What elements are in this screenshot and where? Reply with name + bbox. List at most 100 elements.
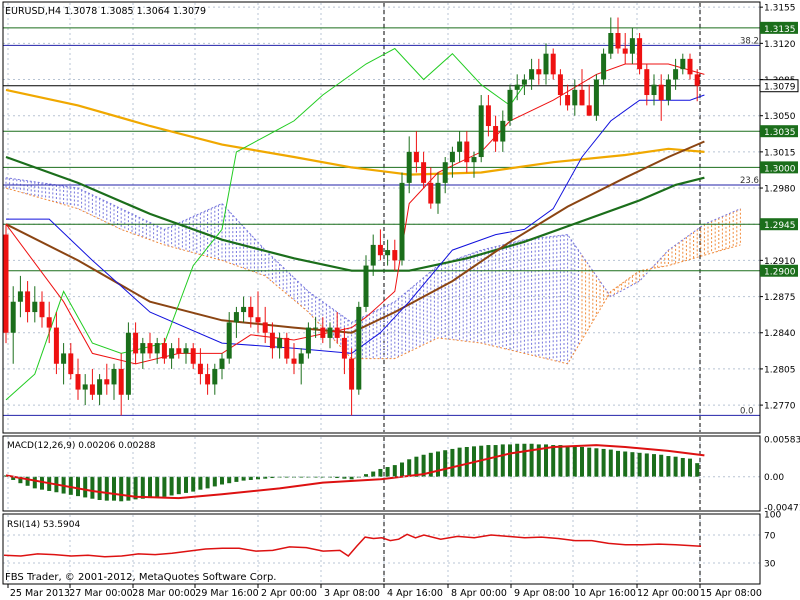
candle [500, 110, 506, 152]
macd-bar [371, 471, 376, 477]
candle [449, 146, 455, 178]
candle-body [507, 89, 513, 121]
candle [385, 239, 391, 266]
macd-bar [608, 449, 613, 477]
macd-bar [11, 476, 16, 480]
macd-bar [392, 465, 397, 477]
price-axis-label: 1.2770 [764, 402, 796, 412]
candle [413, 131, 419, 173]
candle-body [89, 384, 95, 395]
candle-body [593, 79, 599, 116]
candle [622, 33, 628, 65]
macd-bar [104, 476, 109, 501]
macd-bar [450, 448, 455, 477]
candle [147, 332, 153, 359]
macd-bar [205, 476, 210, 489]
macd-bar [680, 457, 685, 477]
macd-bar [364, 474, 368, 477]
candle [32, 286, 38, 323]
candle-body [133, 332, 139, 354]
macd-bar [486, 445, 491, 477]
candle [406, 136, 412, 194]
candle-body [457, 141, 463, 152]
candle [25, 281, 31, 323]
macd-bar [126, 476, 131, 501]
macd-bar [212, 476, 217, 487]
candle [68, 343, 74, 380]
candle-body [190, 348, 196, 364]
level-price-text: 1.3035 [764, 128, 796, 138]
candle-body [586, 105, 592, 116]
macd-bar [90, 476, 95, 499]
candle-body [125, 332, 131, 395]
price-axis-label: 1.2805 [764, 365, 796, 375]
candle-body [176, 348, 182, 354]
candle-body [406, 151, 412, 183]
candle [673, 58, 679, 90]
rsi-axis-label: 70 [764, 532, 776, 542]
price-levels: 38.2 23.6 0.0 [3, 27, 760, 416]
candle [507, 84, 513, 127]
macd-bar [457, 447, 462, 477]
candle [104, 363, 110, 395]
macd-bar [601, 448, 606, 477]
candle-body [601, 53, 607, 80]
candle-body [53, 327, 59, 364]
candle [284, 332, 290, 364]
candle [363, 255, 369, 313]
macd-bar [688, 458, 692, 477]
level-price-box [759, 79, 799, 93]
candle-body [500, 120, 506, 142]
candle [10, 286, 16, 364]
time-axis-label: 3 Apr 08:00 [324, 588, 380, 599]
macd-bar [673, 456, 678, 477]
candle-body [680, 58, 686, 70]
candle [399, 172, 405, 266]
candle [176, 337, 182, 359]
candle-body [449, 151, 455, 163]
candle-body [644, 69, 650, 96]
macd-bar [630, 452, 635, 477]
level-price-text: 1.3079 [764, 83, 796, 93]
candle [298, 348, 304, 385]
price-axis-label: 1.2980 [764, 185, 796, 195]
candle-body [673, 69, 679, 80]
macd-bar [119, 476, 124, 502]
candle [3, 224, 9, 344]
level-price-label: 1.3135 [760, 21, 798, 35]
candle-body [61, 353, 67, 364]
candle-body [154, 343, 160, 354]
macd-bar [335, 476, 340, 479]
level-price-box [760, 264, 798, 277]
macd-bar [436, 451, 440, 477]
indicator-lines [5, 47, 705, 401]
macd-bar [558, 445, 563, 477]
candle-body [464, 141, 470, 163]
candle [349, 348, 355, 416]
candle [140, 337, 146, 369]
candle [514, 74, 520, 101]
candle [485, 95, 491, 137]
candle [356, 301, 362, 395]
macd-bar [320, 476, 325, 478]
candle-body [622, 48, 628, 54]
candle [694, 69, 700, 102]
macd-bar [263, 476, 268, 479]
macd-bar [155, 476, 160, 498]
candle-body [3, 234, 9, 333]
fibo-level-label: 0.0 [740, 406, 754, 416]
macd-bar [40, 476, 44, 490]
macd-bar [644, 453, 649, 477]
macd-bar [184, 476, 188, 493]
macd-bar [443, 450, 448, 477]
macd-bar [421, 454, 426, 477]
candle-body [82, 384, 88, 390]
macd-bar [500, 444, 505, 477]
candle-body [298, 353, 304, 364]
macd-bar [414, 456, 419, 477]
macd-bar [191, 476, 196, 492]
candle [478, 95, 484, 163]
macd-bar [270, 476, 275, 479]
candle [442, 157, 448, 194]
